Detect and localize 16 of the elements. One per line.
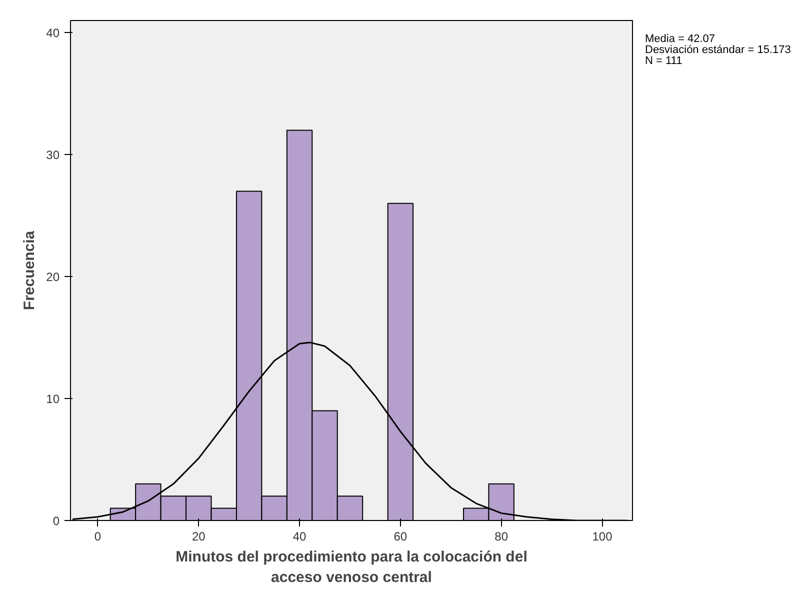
- x-tick-label: 40: [292, 530, 307, 544]
- x-tick-label: 0: [94, 530, 102, 544]
- y-tick-label: 10: [46, 392, 60, 406]
- y-tick-label: 0: [52, 514, 60, 528]
- x-tick-label: 60: [394, 530, 408, 544]
- x-tick-label: 80: [494, 530, 508, 544]
- x-tick-label: 20: [192, 530, 206, 544]
- x-tick-label: 100: [592, 530, 613, 544]
- y-axis-title: Frecuencia: [21, 230, 38, 310]
- annotation: Desviación estándar = 15.173: [645, 45, 791, 56]
- y-tick-label: 30: [46, 148, 60, 162]
- y-tick-label: 40: [46, 26, 60, 40]
- x-axis-title: Minutos del procedimiento para la colocación del acceso venoso central: [176, 548, 528, 586]
- y-tick-label: 20: [46, 270, 60, 284]
- annotation: N = 111: [645, 56, 684, 67]
- annotation: Media = 42.07: [645, 34, 716, 45]
